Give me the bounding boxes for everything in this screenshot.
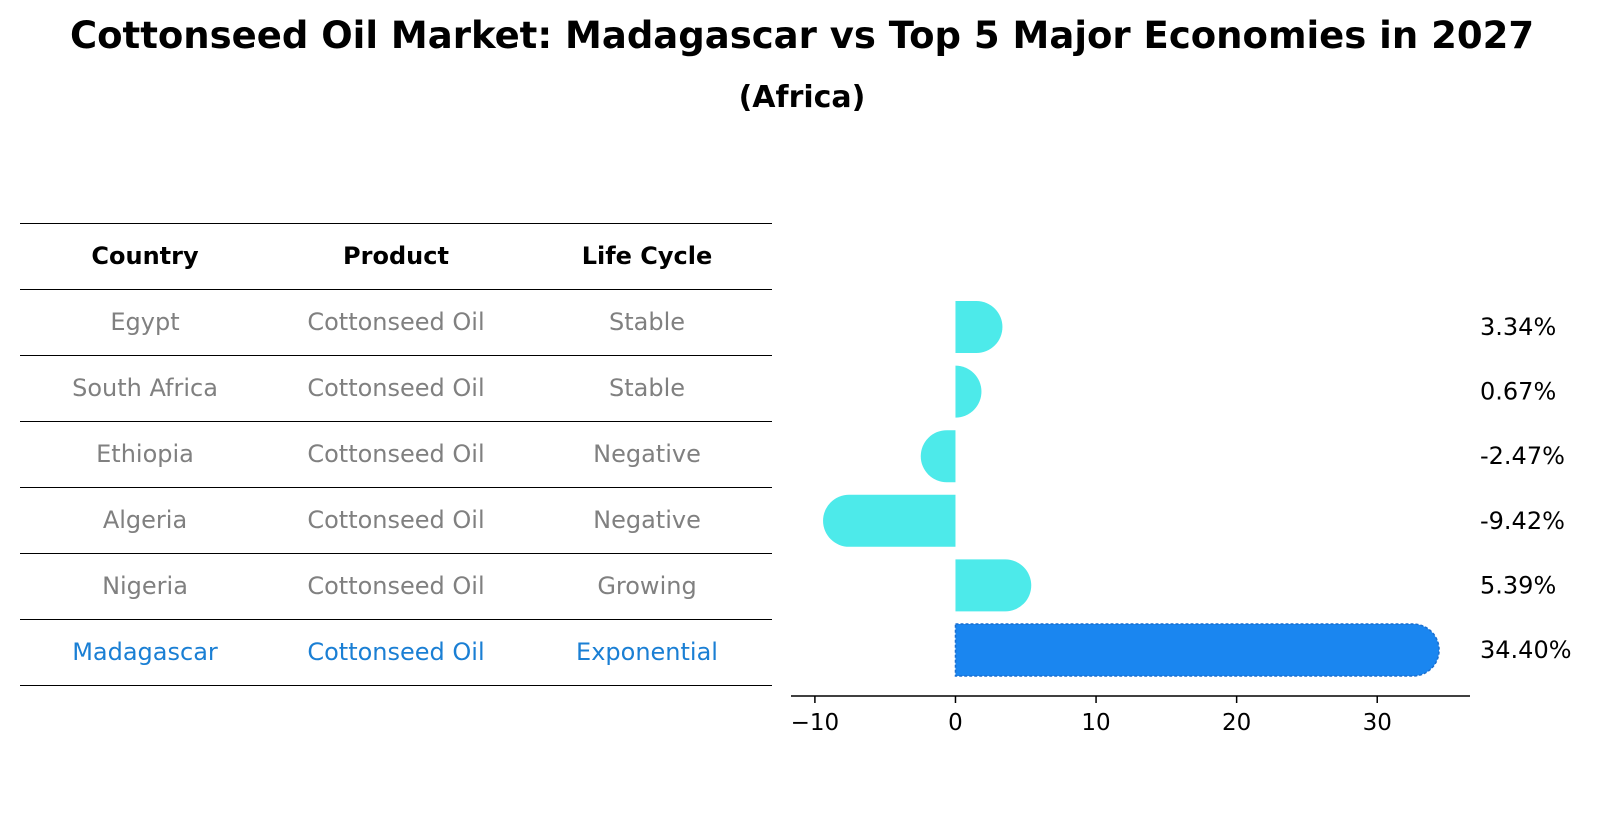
x-tick-label: 30 (1363, 710, 1392, 736)
cell-life-cycle: Negative (593, 506, 701, 534)
cell-product: Cottonseed Oil (307, 440, 485, 468)
chart-subtitle: (Africa) (738, 80, 866, 115)
table-row-highlighted: Madagascar Cottonseed Oil Exponential (20, 619, 772, 685)
table-rule (20, 685, 772, 686)
value-label: -9.42% (1480, 507, 1565, 535)
cell-life-cycle: Negative (593, 440, 701, 468)
table-rule (20, 289, 772, 290)
table-row: Nigeria Cottonseed Oil Growing (20, 553, 772, 619)
x-tick-label: 10 (1081, 710, 1110, 736)
bar-madagascar (954, 623, 1440, 677)
cell-life-cycle: Stable (608, 374, 686, 402)
cell-life-cycle: Stable (608, 308, 686, 336)
bar-nigeria (955, 559, 1032, 612)
value-label: 5.39% (1480, 571, 1556, 599)
table-row: South Africa Cottonseed Oil Stable (20, 355, 772, 421)
table-rule (20, 421, 772, 422)
bar-egypt (955, 301, 1003, 353)
chart-title: Cottonseed Oil Market: Madagascar vs Top… (69, 14, 1535, 57)
header-country: Country (91, 242, 199, 270)
header-life-cycle: Life Cycle (581, 242, 713, 270)
cell-country: Algeria (102, 506, 188, 534)
x-tick-label: 0 (948, 710, 963, 736)
table-rule (20, 487, 772, 488)
cell-life-cycle: Growing (597, 572, 697, 600)
table-row: Algeria Cottonseed Oil Negative (20, 487, 772, 553)
table-rule (20, 553, 772, 554)
bar-south-africa (955, 365, 982, 418)
value-label: -2.47% (1480, 442, 1565, 470)
table-rule (20, 619, 772, 620)
table-row: Ethiopia Cottonseed Oil Negative (20, 421, 772, 487)
table-rule (20, 223, 772, 224)
value-label: 34.40% (1480, 636, 1572, 664)
bar-algeria (823, 494, 956, 547)
cell-country: Nigeria (102, 572, 188, 600)
header-product: Product (343, 242, 449, 270)
cell-product: Cottonseed Oil (307, 506, 485, 534)
cell-country: South Africa (72, 374, 218, 402)
value-label: 3.34% (1480, 313, 1556, 341)
cell-product: Cottonseed Oil (307, 308, 485, 336)
value-label: 0.67% (1480, 378, 1556, 406)
x-tick-label: −10 (791, 710, 840, 736)
table-rule (20, 355, 772, 356)
cell-country: Ethiopia (96, 440, 194, 468)
cell-country: Egypt (110, 308, 180, 336)
bar-ethiopia (920, 430, 956, 483)
table-header-row: Country Product Life Cycle (20, 223, 772, 289)
cell-life-cycle: Exponential (576, 638, 718, 666)
x-tick-label: 20 (1222, 710, 1251, 736)
cell-product: Cottonseed Oil (307, 572, 485, 600)
cell-product: Cottonseed Oil (307, 638, 485, 666)
cell-product: Cottonseed Oil (307, 374, 485, 402)
table-row: Egypt Cottonseed Oil Stable (20, 289, 772, 355)
cell-country: Madagascar (72, 638, 218, 666)
